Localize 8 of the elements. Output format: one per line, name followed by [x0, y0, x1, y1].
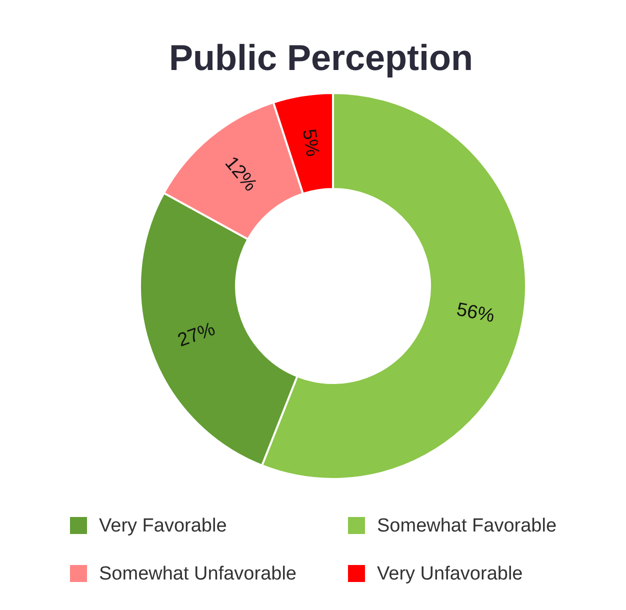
legend-label: Somewhat Favorable [377, 516, 557, 536]
legend-label: Very Favorable [99, 516, 227, 536]
data-label: 56% [454, 299, 496, 328]
legend-label: Very Unfavorable [377, 564, 523, 584]
chart-title: Public Perception [168, 37, 474, 78]
legend-label: Somewhat Unfavorable [99, 564, 296, 584]
data-label: 5% [298, 128, 323, 158]
data-label: 27% [175, 318, 218, 352]
